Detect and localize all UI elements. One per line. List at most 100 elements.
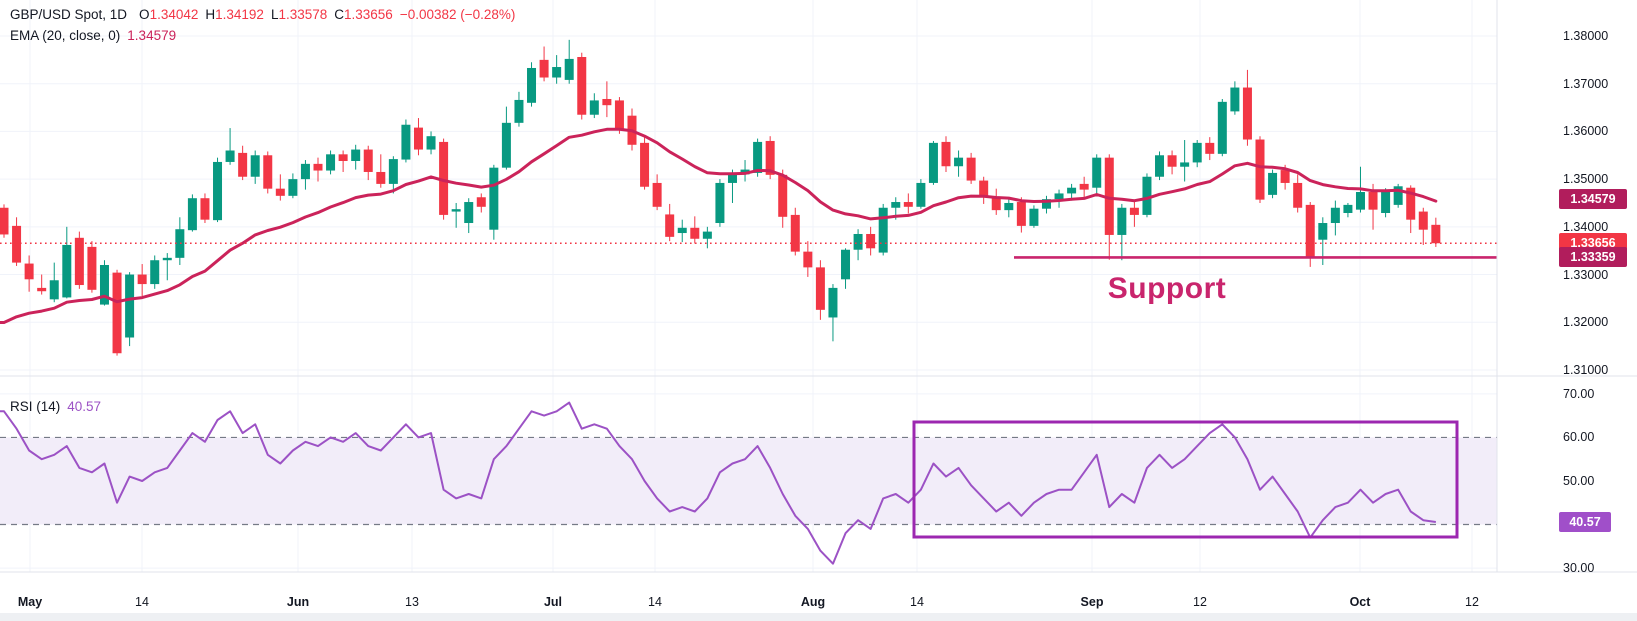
rsi-tick-label: 70.00 xyxy=(1563,386,1595,401)
rsi-highlight-box[interactable] xyxy=(912,420,1459,539)
candle-body xyxy=(665,214,675,237)
time-tick-label: 12 xyxy=(1465,595,1479,609)
candle-body xyxy=(363,149,373,172)
candle-body xyxy=(338,154,348,161)
candle-body xyxy=(715,182,725,224)
candle-body xyxy=(702,231,712,239)
candle-body xyxy=(1431,224,1441,244)
price-tick-label: 1.36000 xyxy=(1563,124,1609,139)
support-annotation-label[interactable]: Support xyxy=(1107,272,1227,305)
candle-body xyxy=(225,150,235,162)
time-tick-label: Sep xyxy=(1080,595,1104,609)
time-tick-label: Jul xyxy=(543,595,563,609)
ema-label: EMA (20, close, 0) xyxy=(10,28,121,43)
candle-body xyxy=(841,249,851,280)
candle-body xyxy=(413,127,423,150)
rsi-tick-label: 60.00 xyxy=(1563,430,1595,445)
candle-body xyxy=(464,202,474,224)
rsi-tick-label: 50.00 xyxy=(1563,473,1595,488)
price-tick-label: 1.35000 xyxy=(1563,172,1609,187)
candle-body xyxy=(941,141,951,167)
ohlc-close-value: 1.33656 xyxy=(344,7,393,22)
candle-body xyxy=(1305,204,1315,257)
candle-body xyxy=(602,98,612,106)
candle-body xyxy=(12,225,22,263)
candle-body xyxy=(1041,199,1051,209)
candle-body xyxy=(137,274,147,285)
rsi-value: 40.57 xyxy=(67,399,102,414)
candle-body xyxy=(1092,157,1102,188)
candle-body xyxy=(1406,187,1416,220)
candle-body xyxy=(1004,202,1014,211)
candle-body xyxy=(451,209,461,212)
candle-body xyxy=(1079,183,1089,190)
candle-body xyxy=(489,167,499,230)
candle-body xyxy=(677,227,687,234)
price-tick-label: 1.34000 xyxy=(1563,219,1609,234)
ohlc-low-label: L xyxy=(270,7,279,22)
change-value: −0.00382 (−0.28%) xyxy=(399,7,516,22)
symbol-title[interactable]: GBP/USD Spot, 1D xyxy=(10,7,128,22)
candle-body xyxy=(790,214,800,252)
candle-body xyxy=(1355,192,1365,210)
candle-body xyxy=(112,272,122,354)
candle-body xyxy=(351,149,361,161)
candle-body xyxy=(200,198,210,220)
time-tick-label: May xyxy=(17,595,43,609)
candle-body xyxy=(1381,190,1391,213)
candle-body xyxy=(564,58,574,80)
candle-body xyxy=(162,257,172,261)
candle-body xyxy=(891,202,901,208)
candle-body xyxy=(853,233,863,250)
rsi-band xyxy=(0,437,1497,525)
candle-body xyxy=(1318,223,1328,240)
candle-body xyxy=(589,100,599,115)
candle-body xyxy=(263,155,273,189)
ohlc-close-label: C xyxy=(334,7,345,22)
candle-body xyxy=(1029,208,1039,226)
rsi-legend-row[interactable]: RSI (14) 40.57 xyxy=(10,399,101,414)
symbol-legend-row[interactable]: GBP/USD Spot, 1D O 1.34042 H 1.34192 L 1.33… xyxy=(10,7,515,22)
candle-body xyxy=(991,197,1001,211)
price-tick-label: 1.32000 xyxy=(1563,315,1609,330)
candle-body xyxy=(552,67,562,78)
candle-body xyxy=(690,227,700,239)
candle-body xyxy=(1230,87,1240,112)
candle-body xyxy=(501,122,511,168)
ema-value: 1.34579 xyxy=(127,28,177,43)
candle-body xyxy=(577,57,587,115)
candle-body xyxy=(928,142,938,183)
time-tick-label: Jun xyxy=(286,595,310,609)
candle-body xyxy=(376,171,386,184)
price-tick-label: 1.33000 xyxy=(1563,267,1609,282)
candle-body xyxy=(527,67,537,103)
candle-body xyxy=(1217,101,1227,154)
rsi-value-badge: 40.57 xyxy=(1559,512,1611,533)
candle-body xyxy=(1280,170,1290,183)
candle-body xyxy=(1293,182,1303,208)
support-price-badge: 1.33359 xyxy=(1559,247,1627,268)
time-tick-label: Oct xyxy=(1349,595,1371,609)
ema-legend-row[interactable]: EMA (20, close, 0) 1.34579 xyxy=(10,28,176,43)
price-tick-label: 1.37000 xyxy=(1563,76,1609,91)
time-tick-label: 12 xyxy=(1193,595,1207,609)
bottom-strip xyxy=(0,613,1637,621)
time-tick-label: 13 xyxy=(405,595,419,609)
candle-body xyxy=(0,207,9,235)
candle-body xyxy=(1268,172,1278,195)
candle-body xyxy=(514,99,524,123)
candle-body xyxy=(966,157,976,181)
candle-body xyxy=(313,163,323,171)
candle-body xyxy=(753,141,763,173)
candle-body xyxy=(1155,155,1165,177)
candle-body xyxy=(1016,202,1026,226)
candle-body xyxy=(640,142,650,187)
candle-body xyxy=(1418,211,1428,230)
candle-body xyxy=(49,280,59,300)
candle-body xyxy=(878,207,888,253)
candle-body xyxy=(1117,207,1127,235)
candle-body xyxy=(1129,207,1139,215)
candle-body xyxy=(175,229,185,258)
candle-body xyxy=(828,287,838,318)
